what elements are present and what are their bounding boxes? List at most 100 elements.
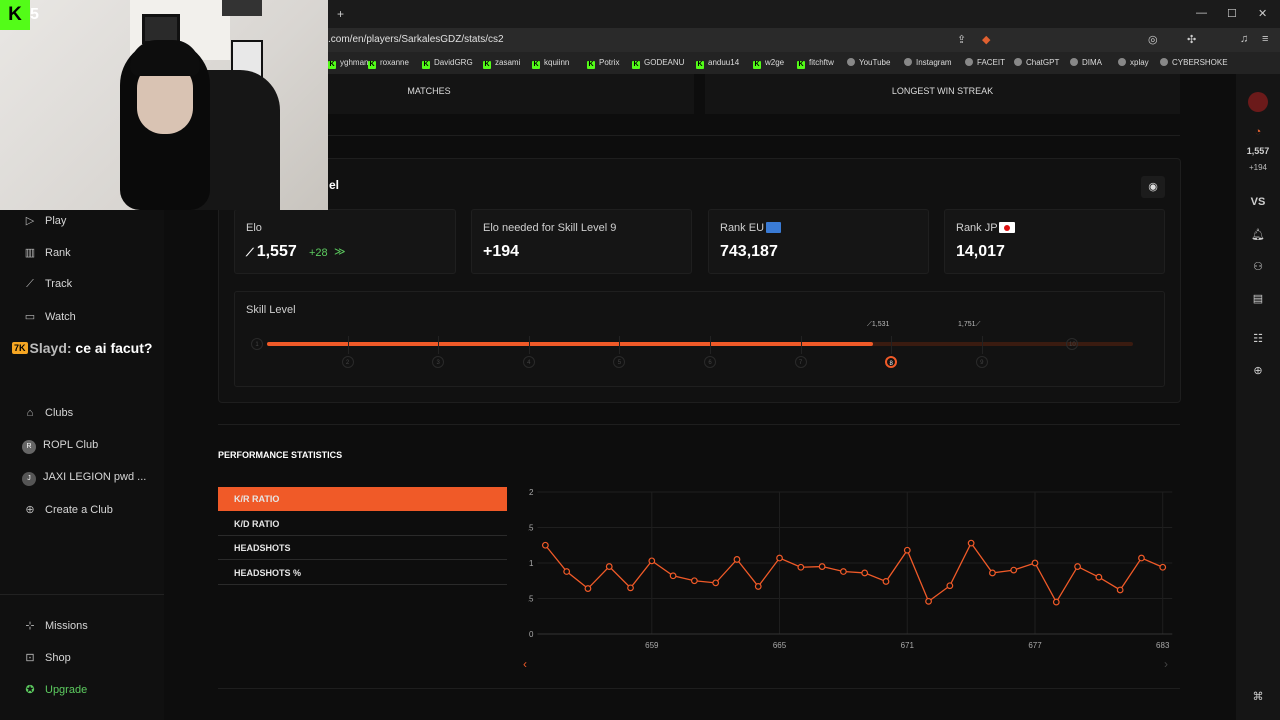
sidebar-item-track[interactable]: ⟋ Track: [22, 278, 72, 291]
bookmark-item[interactable]: xplay: [1118, 58, 1149, 67]
sidebar-item-shop[interactable]: ⊡ Shop: [22, 651, 70, 664]
play-icon: ▷: [25, 215, 35, 227]
sidebar-item-clubs[interactable]: ⌂ Clubs: [22, 407, 73, 419]
rightbar-delta: +194: [1248, 163, 1268, 172]
sidebar-item-create-club[interactable]: ⊕ Create a Club: [22, 503, 112, 516]
friends-icon[interactable]: ⚇: [1253, 261, 1263, 273]
url-text[interactable]: .com/en/players/SarkalesGDZ/stats/cs2: [328, 34, 504, 45]
bookmark-icon: [1014, 58, 1022, 66]
avatar[interactable]: [1236, 92, 1280, 115]
data-point: [605, 563, 613, 570]
bell-icon[interactable]: 🔔︎: [1251, 229, 1265, 241]
skill-level-marker: 3: [432, 356, 445, 368]
missions-icon: ⊹: [25, 620, 35, 632]
sidebar-item-play[interactable]: ▷ Play: [22, 214, 67, 227]
tab-headshots-percent[interactable]: HEADSHOTS %: [218, 561, 507, 585]
data-point: [967, 539, 975, 547]
support-icon[interactable]: ⌘: [1252, 691, 1264, 703]
skill-level-marker: 1: [251, 338, 263, 350]
rank-jp-card: Rank JP 14,017: [944, 209, 1165, 274]
add-icon[interactable]: ⊕: [1253, 365, 1263, 377]
data-point: [903, 546, 911, 554]
new-tab-button[interactable]: +: [337, 7, 345, 21]
bookmark-item[interactable]: FACEIT: [965, 58, 1005, 67]
bookmark-icon: K: [483, 61, 491, 69]
sidebar-item-jaxi-legion[interactable]: J JAXI LEGION pwd ...: [22, 471, 146, 486]
plus-circle-icon: ⊕: [25, 504, 35, 516]
tab-kr-ratio[interactable]: K/R RATIO: [218, 487, 507, 511]
skill-level-marker: 10: [1066, 338, 1079, 350]
extension-icon[interactable]: ◎: [1148, 34, 1158, 46]
data-point: [1159, 563, 1167, 571]
bookmark-item[interactable]: ChatGPT: [1014, 58, 1059, 67]
elo-card: Elo ⟋ 1,557 +28 ≫: [234, 209, 456, 274]
skill-level-tick: [981, 336, 983, 354]
divider: [218, 135, 1180, 136]
menu-icon[interactable]: ≡: [1262, 33, 1269, 45]
sidebar-item-ropl-club[interactable]: R ROPL Club: [22, 439, 98, 454]
bookmark-item[interactable]: K Potrix: [587, 58, 619, 69]
bookmark-label: DavidGRG: [434, 58, 473, 67]
bookmark-item[interactable]: Instagram: [904, 58, 952, 67]
sidebar-item-missions[interactable]: ⊹ Missions: [22, 619, 87, 632]
bookmark-icon: [904, 58, 912, 66]
chart-prev-icon[interactable]: ‹: [523, 657, 527, 671]
bookmark-item[interactable]: CYBERSHOKE: [1160, 58, 1228, 67]
data-point: [754, 583, 762, 590]
skill-level-marker: 8: [885, 356, 898, 368]
eye-icon[interactable]: ◉: [1141, 176, 1165, 198]
elo-value: ⟋ 1,557: [246, 243, 297, 260]
data-point: [861, 569, 869, 577]
sidebar-item-watch[interactable]: ▭ Watch: [22, 310, 76, 323]
tab-longest-win-streak[interactable]: LONGEST WIN STREAK: [705, 74, 1180, 114]
rank-eu-value: 743,187: [720, 243, 778, 260]
bookmark-item[interactable]: YouTube: [847, 58, 890, 67]
shop-icon: ⊡: [25, 652, 35, 664]
skill-level-tick: [438, 336, 440, 354]
brave-shield-icon[interactable]: ◆: [982, 34, 991, 46]
rank-eu-card: Rank EU 743,187: [708, 209, 929, 274]
chat-message: 7K Slayd: ce ai facut?: [12, 340, 152, 356]
bookmark-item[interactable]: K GODEANU: [632, 58, 684, 69]
vs-button[interactable]: VS: [1250, 196, 1266, 208]
skill-progress-track: [267, 342, 1133, 346]
data-point: [1095, 573, 1103, 581]
club-avatar-icon: R: [22, 440, 36, 454]
maximize-button[interactable]: ☐: [1227, 8, 1237, 20]
x-tick-label: 683: [1156, 641, 1170, 650]
performance-title: PERFORMANCE STATISTICS: [218, 450, 343, 460]
bookmark-item[interactable]: K DavidGRG: [422, 58, 473, 69]
bookmark-item[interactable]: DIMA: [1070, 58, 1102, 67]
data-point: [882, 578, 890, 585]
sidebar-item-rank[interactable]: ▥ Rank: [22, 246, 71, 259]
data-point: [946, 582, 954, 590]
close-window-button[interactable]: ✕: [1258, 8, 1268, 20]
divider: [218, 688, 1180, 689]
data-point: [1116, 586, 1124, 594]
chart-next-icon[interactable]: ›: [1164, 657, 1168, 671]
music-icon[interactable]: ♫: [1240, 33, 1249, 45]
party-icon[interactable]: ☷: [1253, 333, 1263, 345]
bookmark-icon: K: [587, 61, 595, 69]
data-point: [840, 568, 847, 575]
jp-flag-icon: [999, 222, 1015, 233]
tab-kd-ratio[interactable]: K/D RATIO: [218, 512, 507, 536]
share-icon[interactable]: ⇪: [957, 34, 967, 46]
faceit-level-icon: ◔: [1254, 126, 1262, 138]
minimize-button[interactable]: —: [1196, 7, 1207, 19]
tab-headshots[interactable]: HEADSHOTS: [218, 536, 507, 560]
watch-icon: ▭: [24, 311, 36, 323]
sidebar-item-upgrade[interactable]: ✪ Upgrade: [22, 683, 87, 696]
chat-icon[interactable]: ▤: [1252, 293, 1264, 305]
trend-icon: ⟋: [246, 247, 254, 259]
bookmark-icon: [847, 58, 855, 66]
divider: [218, 424, 1180, 425]
puzzle-icon[interactable]: ✣: [1187, 34, 1197, 46]
